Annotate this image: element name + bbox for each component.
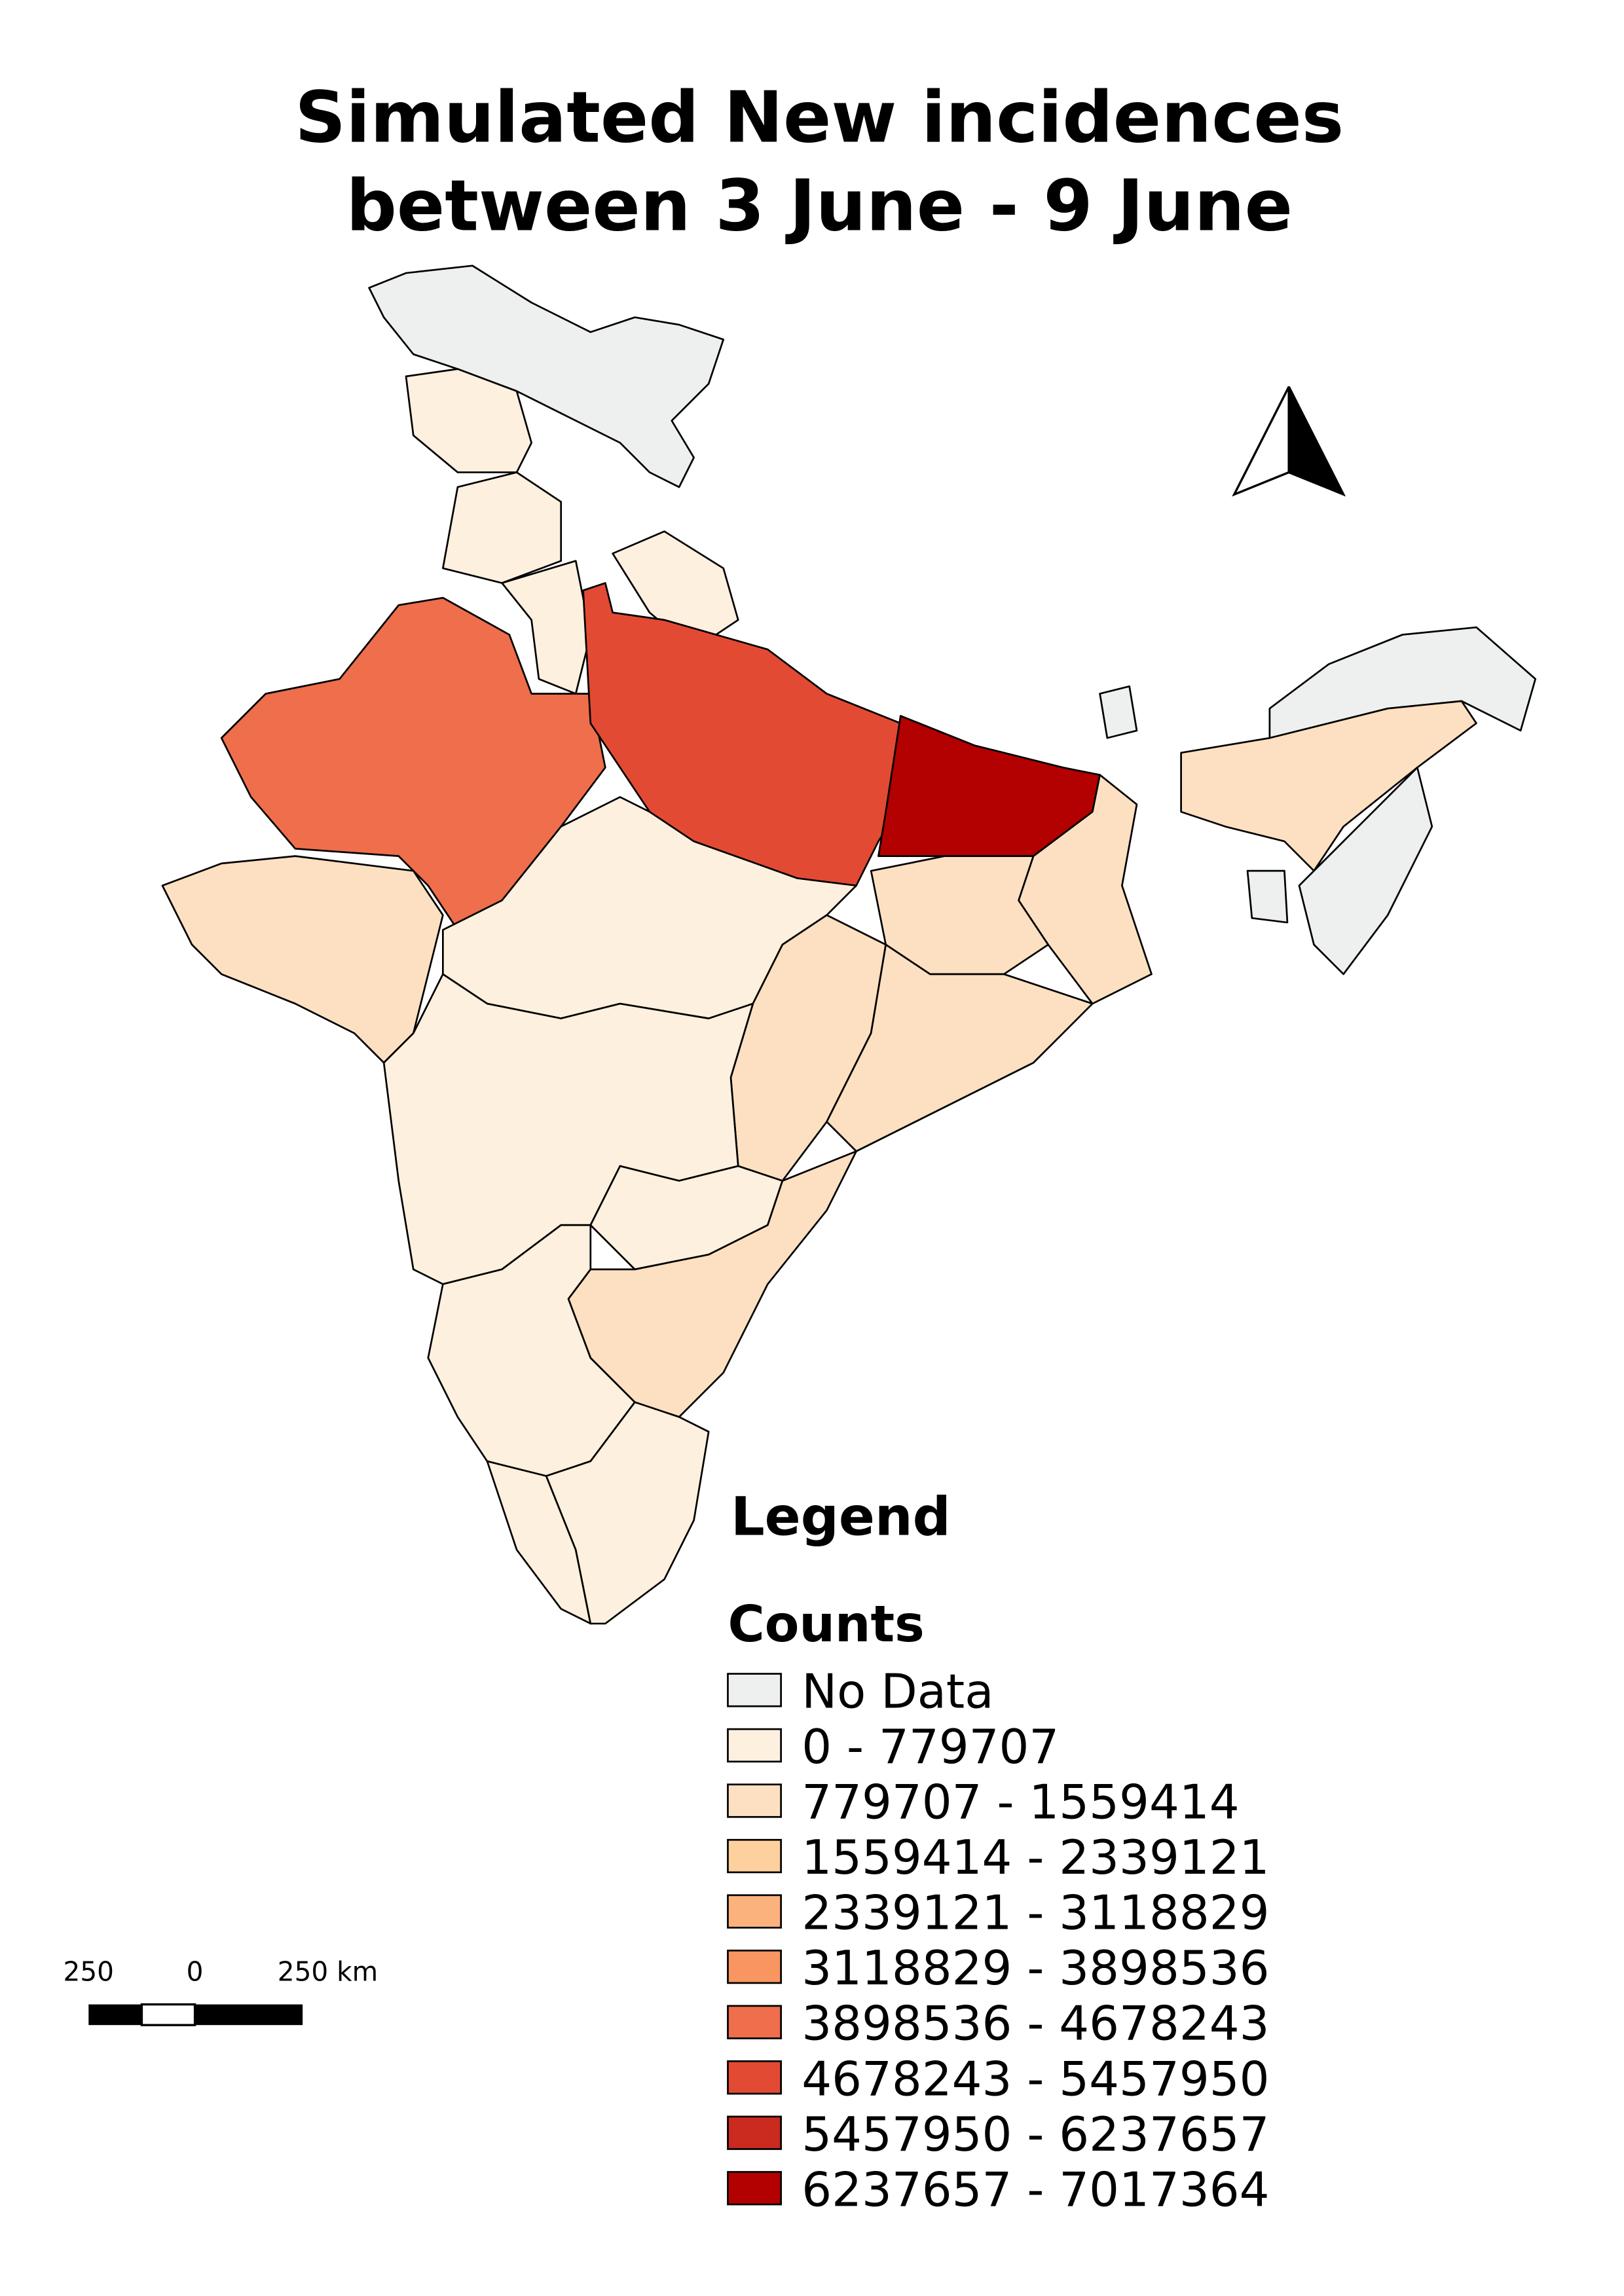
legend-label: 6237657 - 7017364 <box>802 2162 1269 2217</box>
region <box>612 530 739 651</box>
scale-label: 0 <box>187 1956 204 1988</box>
map-layer: Simulated New incidences between 3 June … <box>64 76 1537 2217</box>
legend-swatch <box>727 1783 782 1818</box>
legend-swatch <box>727 2060 782 2095</box>
legend-subtitle: Counts <box>728 1595 924 1654</box>
region <box>1099 685 1138 739</box>
legend-label: 1559414 - 2339121 <box>802 1831 1269 1886</box>
region <box>427 1224 636 1477</box>
legend-swatch <box>727 2005 782 2039</box>
scale-label: 250 km <box>278 1956 378 1988</box>
region <box>441 471 563 584</box>
legend-swatch <box>727 1673 782 1707</box>
north-arrow <box>1232 386 1346 497</box>
legend-swatch <box>727 1838 782 1874</box>
legend-title: Legend <box>731 1487 951 1548</box>
region <box>1018 774 1153 1005</box>
legend-label: 3118829 - 3898536 <box>802 1941 1269 1996</box>
region <box>1298 766 1433 975</box>
scale-segment <box>194 2004 303 2026</box>
scale-label: 250 <box>64 1956 114 1988</box>
regions <box>161 264 1537 1625</box>
legend-label: 5457950 - 6237657 <box>802 2107 1269 2162</box>
region <box>582 582 917 887</box>
legend-swatch <box>727 1949 782 1984</box>
legend-swatch <box>727 2115 782 2150</box>
legend-label: 3898536 - 4678243 <box>802 1997 1269 2052</box>
region <box>826 943 1094 1152</box>
north-arrow-right <box>1287 386 1346 497</box>
legend-swatch <box>727 2171 782 2206</box>
legend-swatch <box>727 1728 782 1763</box>
scale-segment <box>88 2004 142 2026</box>
title-line: between 3 June - 9 June <box>346 165 1293 247</box>
legend-label: 4678243 - 5457950 <box>802 2052 1269 2107</box>
region <box>1246 869 1289 924</box>
legend-label: No Data <box>802 1664 993 1719</box>
region <box>220 596 606 931</box>
legend-swatch <box>727 1894 782 1929</box>
region <box>545 1401 710 1625</box>
scale-segment <box>140 2003 196 2026</box>
region <box>1180 700 1477 872</box>
region <box>405 368 532 473</box>
scale-bar: 250 0 250 km <box>64 1956 378 2026</box>
legend-label: 779707 - 1559414 <box>802 1776 1239 1831</box>
title-line: Simulated New incidences <box>295 76 1344 158</box>
legend-label: 0 - 779707 <box>802 1720 1059 1775</box>
legend-label: 2339121 - 3118829 <box>802 1886 1269 1941</box>
